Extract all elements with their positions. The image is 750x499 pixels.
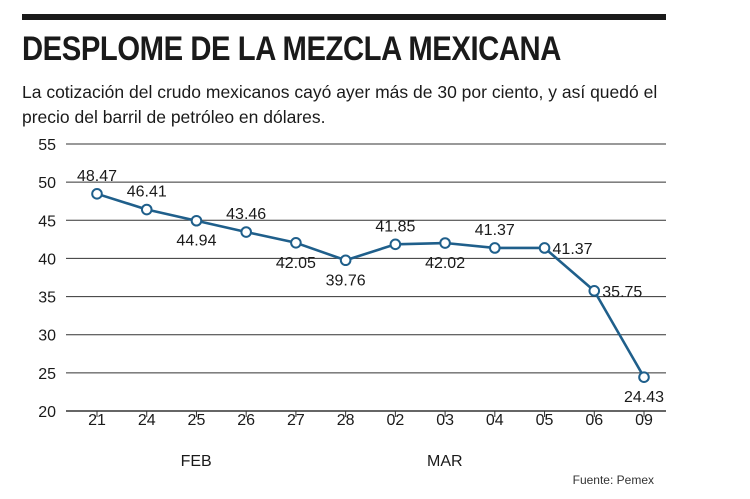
data-point <box>290 236 302 249</box>
chart-title: DESPLOME DE LA MEZCLA MEXICANA <box>22 30 561 68</box>
data-point <box>439 237 451 249</box>
data-point <box>190 214 203 227</box>
x-tick-label: 26 <box>237 412 255 429</box>
data-label: 35.75 <box>602 284 642 301</box>
y-tick-label: 50 <box>38 175 56 192</box>
x-tick-label: 25 <box>188 412 206 429</box>
data-label: 43.46 <box>226 206 266 223</box>
month-label: MAR <box>427 453 463 470</box>
x-tick-label: 02 <box>386 412 404 429</box>
x-tick-label: 09 <box>635 412 653 429</box>
x-tick-label: 06 <box>585 412 603 429</box>
data-point <box>588 285 601 297</box>
y-tick-label: 40 <box>38 251 56 268</box>
data-point <box>389 238 402 251</box>
data-label: 42.05 <box>276 255 316 272</box>
x-tick-label: 04 <box>486 412 504 429</box>
data-label: 48.47 <box>77 168 117 185</box>
data-label: 46.41 <box>127 184 167 201</box>
data-point <box>339 254 352 267</box>
data-label: 39.76 <box>326 272 366 289</box>
data-label: 41.37 <box>553 241 593 258</box>
data-point <box>538 242 551 254</box>
y-tick-label: 45 <box>38 213 56 230</box>
data-point <box>638 371 650 384</box>
x-tick-label: 05 <box>536 412 554 429</box>
x-tick-label: 21 <box>88 412 106 429</box>
y-tick-label: 55 <box>38 137 56 154</box>
chart-subtitle: La cotización del crudo mexicanos cayó a… <box>22 82 658 127</box>
y-tick-label: 35 <box>38 290 56 307</box>
y-tick-label: 20 <box>38 404 56 421</box>
x-tick-label: 03 <box>436 412 454 429</box>
data-label: 24.43 <box>624 389 664 406</box>
data-label: 41.37 <box>475 222 515 239</box>
top-rule <box>22 14 666 20</box>
source-note: Fuente: Pemex <box>572 473 654 487</box>
series-line <box>96 192 646 378</box>
x-tick-label: 28 <box>337 412 355 429</box>
data-point <box>240 226 252 238</box>
month-label: FEB <box>181 453 212 470</box>
y-tick-label: 25 <box>38 366 56 383</box>
data-label: 41.85 <box>375 218 415 235</box>
data-label: 44.94 <box>176 233 216 250</box>
data-point <box>489 242 501 254</box>
y-tick-label: 30 <box>38 328 56 345</box>
data-label: 42.02 <box>425 255 465 272</box>
x-tick-label: 24 <box>138 412 156 429</box>
x-tick-label: 27 <box>287 412 305 429</box>
data-point <box>140 203 153 216</box>
data-point <box>91 188 103 200</box>
